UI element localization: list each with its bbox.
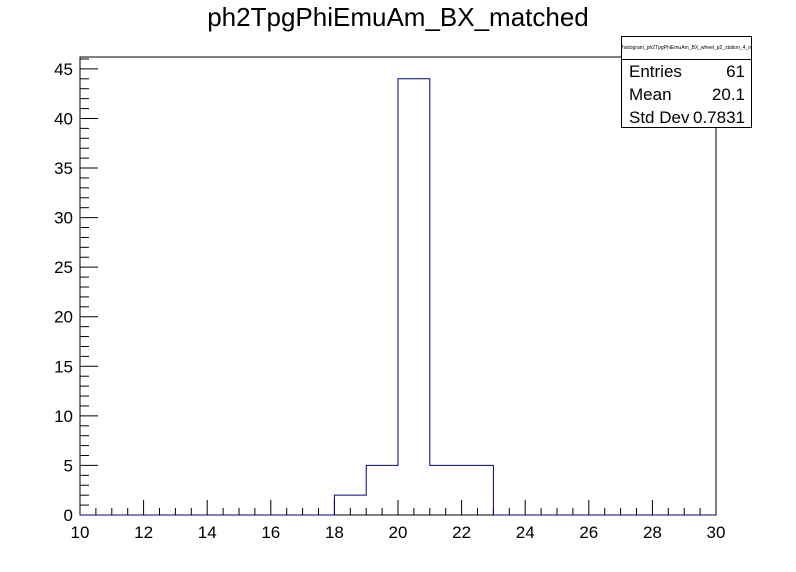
stats-row-stddev: Std Dev 0.7831 <box>622 106 751 129</box>
stats-value: 20.1 <box>711 85 745 104</box>
x-tick-label: 22 <box>452 523 471 542</box>
stats-value: 0.7831 <box>693 108 745 127</box>
y-tick-label: 40 <box>54 109 73 128</box>
stats-label: Std Dev <box>629 108 690 127</box>
y-tick-label: 0 <box>64 506 73 525</box>
x-tick-label: 14 <box>198 523 217 542</box>
stats-label: Mean <box>629 85 672 104</box>
x-tick-label: 10 <box>71 523 90 542</box>
stats-box-title: histogram_ph2TpgPhiEmuAm_BX_wheel_p2_sta… <box>622 37 751 60</box>
x-tick-label: 28 <box>643 523 662 542</box>
x-tick-label: 20 <box>389 523 408 542</box>
y-tick-label: 30 <box>54 209 73 228</box>
y-tick-label: 45 <box>54 60 73 79</box>
histogram-series-line <box>80 78 716 516</box>
x-tick-label: 24 <box>516 523 535 542</box>
chart-title: ph2TpgPhiEmuAm_BX_matched <box>207 2 589 32</box>
stats-label: Entries <box>629 62 682 81</box>
stats-row-mean: Mean 20.1 <box>622 83 751 106</box>
y-tick-label: 20 <box>54 308 73 327</box>
y-tick-label: 5 <box>64 456 73 475</box>
x-tick-label: 16 <box>261 523 280 542</box>
x-tick-label: 26 <box>579 523 598 542</box>
y-tick-label: 35 <box>54 159 73 178</box>
stats-box: histogram_ph2TpgPhiEmuAm_BX_wheel_p2_sta… <box>621 36 752 128</box>
stats-value: 61 <box>726 62 745 81</box>
x-tick-label: 30 <box>707 523 726 542</box>
y-tick-label: 25 <box>54 258 73 277</box>
x-tick-label: 12 <box>134 523 153 542</box>
y-tick-label: 15 <box>54 357 73 376</box>
axis-tick-labels: 10 12 14 16 18 20 22 24 26 28 30 0 5 10 15 20 25 30 35 40 45 <box>54 60 725 542</box>
x-tick-label: 18 <box>325 523 344 542</box>
stats-row-entries: Entries 61 <box>622 60 751 83</box>
y-tick-label: 10 <box>54 407 73 426</box>
